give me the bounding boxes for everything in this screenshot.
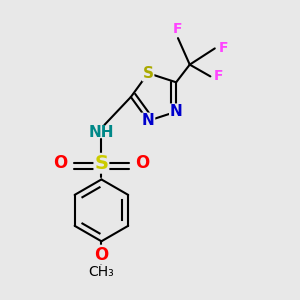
- Text: N: N: [142, 113, 155, 128]
- Text: S: S: [143, 66, 154, 81]
- Text: CH₃: CH₃: [88, 265, 114, 279]
- Text: S: S: [94, 154, 108, 173]
- Text: F: F: [214, 69, 224, 83]
- Text: F: F: [173, 22, 183, 36]
- Text: F: F: [218, 41, 228, 56]
- Text: NH: NH: [89, 125, 114, 140]
- Text: N: N: [170, 104, 182, 119]
- Text: O: O: [135, 154, 149, 172]
- Text: O: O: [94, 245, 109, 263]
- Text: O: O: [53, 154, 68, 172]
